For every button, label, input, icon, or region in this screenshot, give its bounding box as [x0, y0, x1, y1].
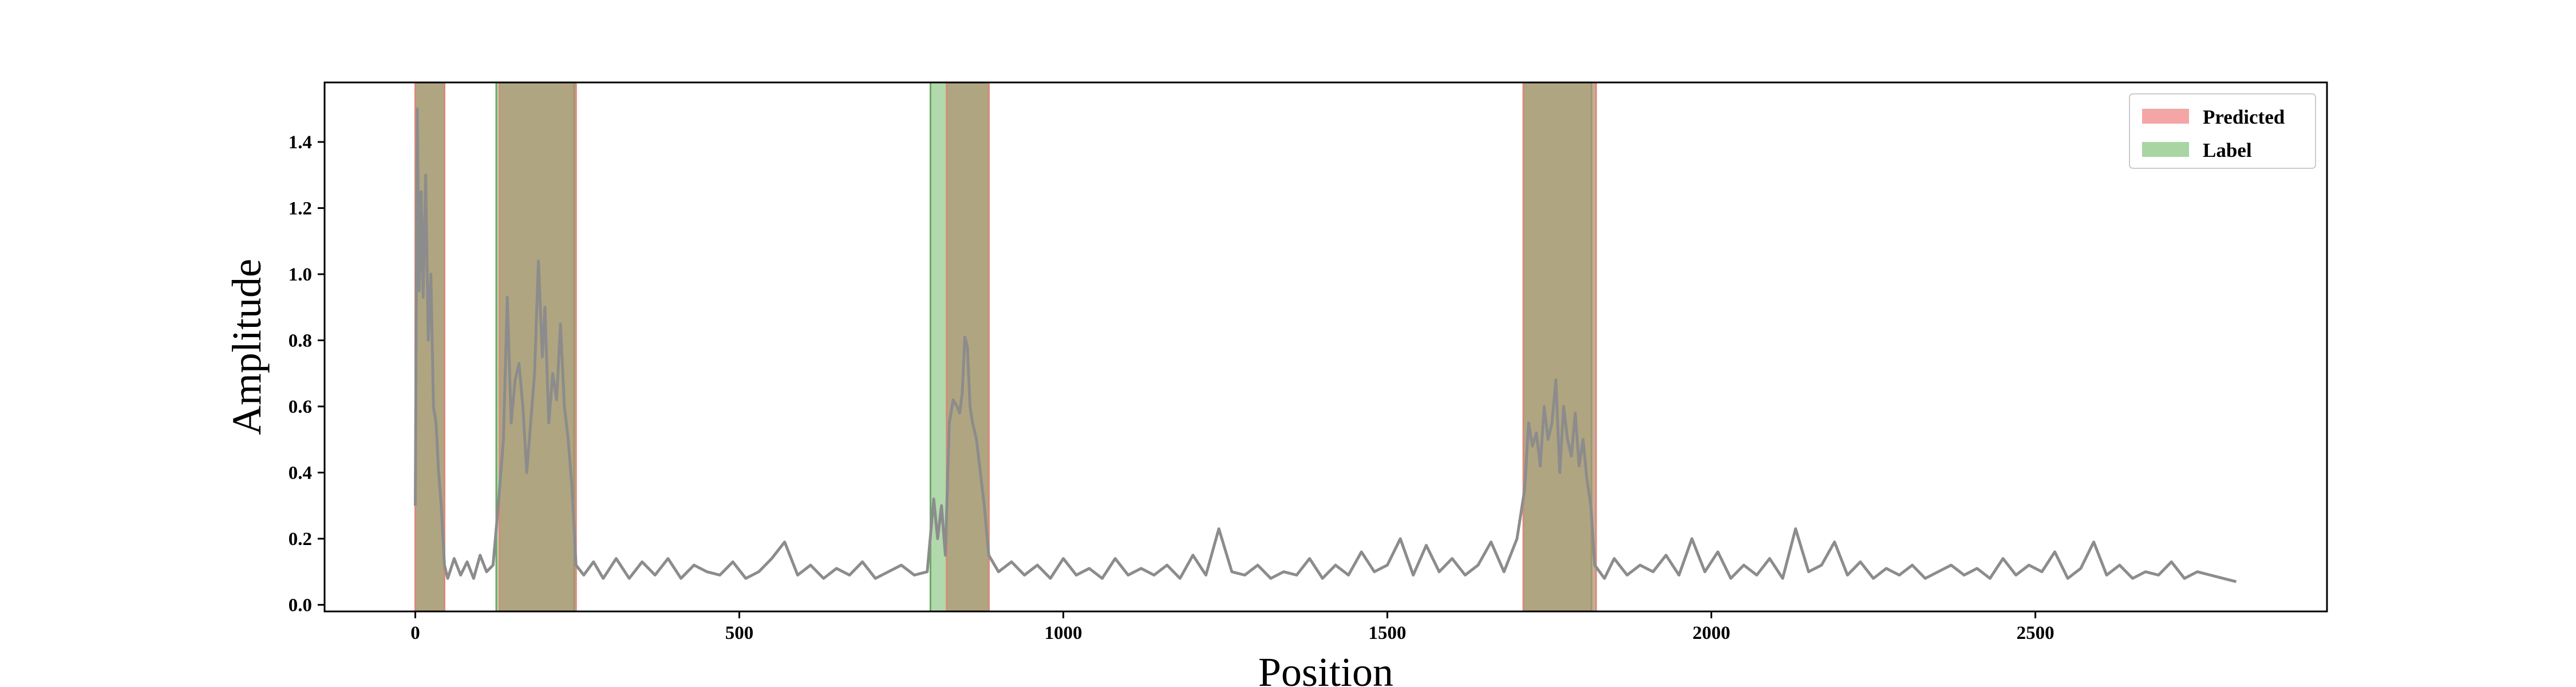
- series-line: [414, 107, 2237, 583]
- legend-swatch-label: [2142, 142, 2189, 157]
- x-tick-label: 500: [725, 623, 754, 643]
- y-tick-label: 0.0: [289, 595, 312, 615]
- y-tick-label: 1.2: [289, 198, 312, 219]
- x-tick-label: 1500: [1369, 623, 1406, 643]
- x-axis: 0 500 1000 1500 2000 2500: [410, 611, 2055, 643]
- plot-frame: [323, 81, 2328, 613]
- x-axis-title: Position: [1258, 649, 1393, 687]
- highlight-regions: [414, 81, 1597, 613]
- x-tick-label: 2000: [1693, 623, 1730, 643]
- y-tick-label: 0.4: [289, 463, 312, 483]
- y-tick-label: 0.8: [289, 330, 312, 351]
- legend: Predicted Label: [2129, 93, 2316, 169]
- predicted-region: [1522, 81, 1597, 613]
- legend-label-predicted: Predicted: [2203, 106, 2285, 128]
- series-layer: [414, 107, 2237, 583]
- predicted-region: [414, 81, 445, 613]
- y-tick-label: 0.2: [289, 529, 312, 550]
- legend-label-label: Label: [2203, 139, 2252, 161]
- y-tick-label: 0.6: [289, 397, 312, 417]
- y-axis: 0.0 0.2 0.4 0.6 0.8 1.0 1.2 1.4: [289, 132, 325, 615]
- y-tick-label: 1.4: [289, 132, 312, 153]
- predicted-region: [499, 81, 577, 613]
- x-tick-label: 0: [410, 623, 420, 643]
- x-tick-label: 2500: [2017, 623, 2055, 643]
- x-tick-label: 1000: [1045, 623, 1082, 643]
- y-tick-label: 1.0: [289, 264, 312, 285]
- legend-swatch-predicted: [2142, 109, 2189, 124]
- y-axis-title: Amplitude: [224, 259, 270, 435]
